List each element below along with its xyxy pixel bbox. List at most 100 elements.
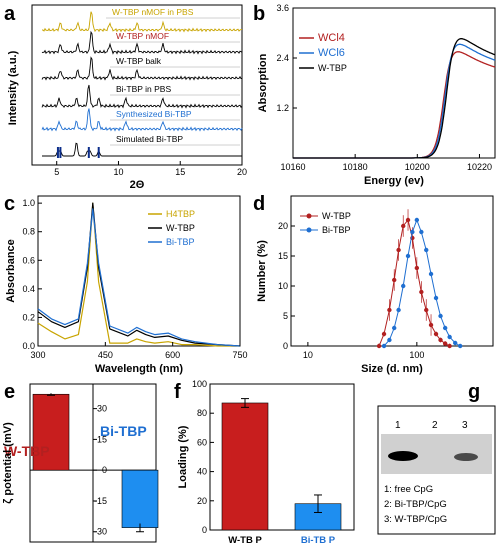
panel-letter-c: c xyxy=(4,193,15,215)
x-tick-label-a: 15 xyxy=(175,167,185,177)
panel-letter-a: a xyxy=(4,3,16,25)
dls-point-0 xyxy=(401,223,406,229)
y-ticks-e: 30 15 0 -15 -30 xyxy=(93,404,107,537)
x-tick-label-b: 10220 xyxy=(467,162,492,172)
xrd-trace-3 xyxy=(41,84,243,109)
y-tick-label-f: 60 xyxy=(197,437,207,447)
x-tick-label-a: 20 xyxy=(237,167,247,177)
dls-point-1 xyxy=(457,343,463,349)
bar-label-bi-tbp: Bi-TBP xyxy=(100,423,147,439)
xrd-traces xyxy=(41,11,243,158)
y-tick-label-b: 3.6 xyxy=(276,3,289,13)
x-axis-label-b: Energy (ev) xyxy=(364,175,424,187)
dls-point-1 xyxy=(381,343,387,349)
x-ticks-a: 5 10 15 20 xyxy=(54,161,247,177)
uvvis-curve-0 xyxy=(37,202,240,347)
plot-frame-c xyxy=(37,195,241,347)
y-axis-label-b: Absorption xyxy=(257,53,269,112)
dls-point-0 xyxy=(419,289,424,295)
y-tick-label-c: 0.4 xyxy=(22,284,35,294)
gel-legend-line-2: 2: Bi-TBP/CpG xyxy=(384,499,447,510)
y-axis-label-a: Intensity (a.u.) xyxy=(7,50,19,125)
y-ticks-f: 0 20 40 60 80 100 xyxy=(192,379,214,535)
legend-label-d-1: Bi-TBP xyxy=(322,225,351,235)
x-tick-label-f: W-TB P xyxy=(228,535,262,546)
legend-label-c-1: W-TBP xyxy=(166,223,195,233)
dls-point-0 xyxy=(438,337,443,343)
xanes-curves xyxy=(293,38,496,159)
legend-label-b-0: WCl4 xyxy=(318,32,345,44)
dls-point-0 xyxy=(442,341,448,346)
x-tick-label-d: 100 xyxy=(409,350,424,360)
dls-point-0 xyxy=(424,307,429,313)
y-tick-label-c: 0.6 xyxy=(22,255,35,265)
x-axis-label-d: Size (d. nm) xyxy=(361,363,423,375)
y-ticks-d: 0 5 10 15 20 xyxy=(278,221,295,351)
dls-curves xyxy=(376,209,463,349)
zeta-bar-0 xyxy=(32,393,70,471)
gel-band-free-cpg xyxy=(388,451,418,461)
dls-point-0 xyxy=(387,307,392,313)
legend-label-b-2: W-TBP xyxy=(318,63,347,73)
x-ticks-f: W-TB P Bi-TB P xyxy=(228,535,336,546)
bar-label-w-tbp: W-TBP xyxy=(4,443,50,459)
x-tick-label-a: 10 xyxy=(113,167,123,177)
uvvis-curve-1 xyxy=(37,202,241,347)
y-tick-label-b: 1.2 xyxy=(276,103,289,113)
y-tick-label-f: 20 xyxy=(197,496,207,506)
legend-c: H4TBP W-TBP Bi-TBP xyxy=(148,209,195,247)
gel-legend-line-3: 3: W-TBP/CpG xyxy=(384,514,447,525)
xrd-trace-label-5: Simulated Bi-TBP xyxy=(116,134,183,144)
xrd-trace-2 xyxy=(41,56,242,81)
xanes-curve-1 xyxy=(293,43,496,159)
dls-point-1 xyxy=(428,271,434,277)
x-tick-label-b: 10200 xyxy=(405,162,430,172)
dls-point-1 xyxy=(392,325,397,331)
x-ticks-b: 10160 10180 10200 10220 xyxy=(280,154,492,172)
loading-bars xyxy=(221,398,342,531)
uvvis-curve-2 xyxy=(37,208,241,347)
y-tick-label-f: 0 xyxy=(202,525,207,535)
y-tick-label-c: 1.0 xyxy=(22,198,35,208)
gel-band-w-tbp-cpg xyxy=(454,453,478,461)
legend-label-c-0: H4TBP xyxy=(166,209,195,219)
dls-point-1 xyxy=(405,253,411,259)
xrd-trace-4 xyxy=(41,108,243,132)
x-tick-label-c: 300 xyxy=(30,350,45,360)
y-tick-label-f: 40 xyxy=(197,467,207,477)
loading-bar-0 xyxy=(221,402,269,531)
plot-frame-d xyxy=(290,195,494,347)
dls-point-1 xyxy=(424,247,429,253)
y-tick-label-d: 5 xyxy=(283,311,288,321)
dls-point-1 xyxy=(438,313,443,319)
plot-frame-f xyxy=(209,383,355,531)
dls-point-1 xyxy=(433,295,439,301)
lane-number-1: 1 xyxy=(395,420,401,431)
dls-point-1 xyxy=(453,340,458,346)
y-ticks-b: 1.2 2.4 3.6 xyxy=(276,3,297,113)
y-tick-label-e: 15 xyxy=(97,434,107,444)
x-tick-label-c: 750 xyxy=(232,350,247,360)
x-tick-label-c: 600 xyxy=(165,350,180,360)
legend-b: WCl4 WCl6 W-TBP xyxy=(299,32,347,73)
legend-marker-d-0 xyxy=(306,213,312,219)
x-tick-label-d: 10 xyxy=(303,350,313,360)
dls-point-0 xyxy=(428,322,434,328)
dls-point-1 xyxy=(387,337,392,343)
dls-point-0 xyxy=(414,265,420,271)
dls-point-0 xyxy=(405,217,411,223)
x-tick-label-c: 450 xyxy=(98,350,113,360)
panel-letter-b: b xyxy=(253,3,265,25)
dls-point-0 xyxy=(381,331,387,337)
zeta-bars xyxy=(30,384,159,542)
zeta-bar-1 xyxy=(121,469,159,528)
y-tick-label-d: 10 xyxy=(278,281,288,291)
y-axis-label-f: Loading (%) xyxy=(177,425,189,488)
lane-number-3: 3 xyxy=(462,420,468,431)
dls-point-1 xyxy=(442,325,448,331)
xanes-curve-2 xyxy=(293,38,496,159)
x-tick-label-f: Bi-TB P xyxy=(301,535,336,546)
x-ticks-c: 300 450 600 750 xyxy=(30,342,248,360)
y-tick-label-c: 0.8 xyxy=(22,227,35,237)
